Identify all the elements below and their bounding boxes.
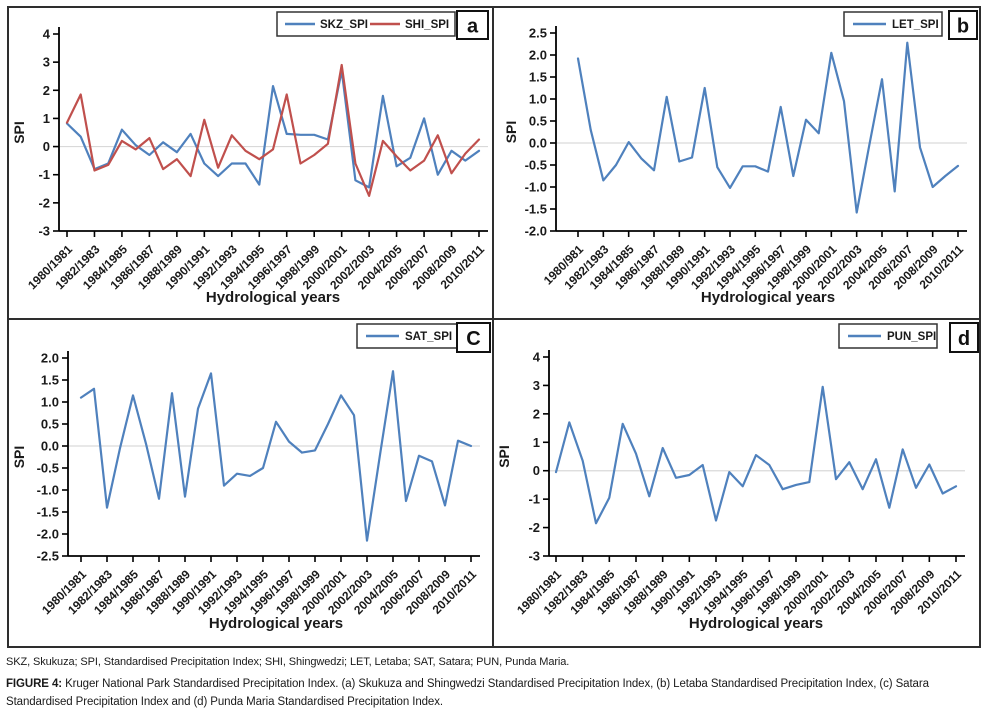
y-tick-label: 0 <box>533 463 540 478</box>
y-tick-label: -2 <box>528 520 540 535</box>
y-tick-label: -1.0 <box>37 483 59 498</box>
y-tick-label: 2.0 <box>41 351 59 366</box>
chart-svg: 43210-1-2-31980/19811982/19831984/198519… <box>11 10 489 306</box>
series-line-SAT_SPI <box>79 370 473 542</box>
y-tick-label: -2.5 <box>37 549 59 564</box>
y-tick-label: -1.5 <box>37 505 59 520</box>
y-tick-label: 0.5 <box>41 417 59 432</box>
y-tick-label: 1.5 <box>529 70 547 85</box>
y-tick-label: 2 <box>533 406 540 421</box>
panel-letter-box <box>949 322 979 353</box>
y-tick-label: 3 <box>533 378 540 393</box>
y-tick-label: -1 <box>528 492 540 507</box>
y-tick-label: -2 <box>38 195 50 210</box>
figure-number-label: FIGURE 4: <box>6 678 62 691</box>
legend-label: SKZ_SPI <box>320 19 368 31</box>
y-tick-label: 3 <box>43 55 50 70</box>
y-tick-label: 0.0 <box>529 136 547 151</box>
chart-svg: 2.52.01.51.00.50.0-0.5-1.0-1.5-2.01980/9… <box>503 10 978 306</box>
panel-b-chart: 2.5 2.0 1.5 1.0 0.5 0.0 -0.5 -1.0 -1.5 -2.0 1980/9… <box>494 8 979 320</box>
y-tick-label: -1.5 <box>525 202 547 217</box>
y-axis-title: SPI <box>11 446 27 469</box>
series-line-PUN_SPI <box>554 385 958 525</box>
caption-abbreviations: SKZ, Skukuza; SPI, Standardised Precipit… <box>6 656 570 668</box>
y-tick-label: 2.0 <box>529 48 547 63</box>
y-tick-label: 0.0 <box>41 439 59 454</box>
panel-letter: C <box>466 328 480 350</box>
y-tick-label: 2.5 <box>529 26 547 41</box>
panel-letter-box <box>948 10 978 40</box>
panel-letter: d <box>958 328 970 350</box>
y-tick-label: 1.0 <box>529 92 547 107</box>
y-tick-label: 4 <box>43 27 51 42</box>
y-tick-label: 1 <box>533 435 540 450</box>
y-axis-title: SPI <box>503 121 519 144</box>
y-tick-label: 0.5 <box>529 114 547 129</box>
series-line-SHI_SPI <box>65 63 481 197</box>
legend-label: SAT_SPI <box>405 331 452 343</box>
y-tick-label: 1.0 <box>41 395 59 410</box>
y-tick-label: 2 <box>43 83 50 98</box>
y-tick-label: 1.5 <box>41 373 59 388</box>
legend-label: LET_SPI <box>892 19 939 31</box>
y-tick-label: -0.5 <box>37 461 59 476</box>
y-axis-title: SPI <box>11 121 27 144</box>
series-line-SKZ_SPI <box>65 69 481 189</box>
y-tick-label: -3 <box>528 549 540 564</box>
x-axis-title: Hydrological years <box>206 289 340 306</box>
panel-d-chart: 4 3 2 1 0 -1 -2 -3 1980/1981 1982/1983 1984/1985 19… <box>494 320 979 646</box>
series-line-LET_SPI <box>576 41 960 214</box>
y-tick-label: 0 <box>43 139 50 154</box>
y-tick-label: -0.5 <box>525 158 547 173</box>
panel-letter-box <box>456 10 489 40</box>
x-axis-title: Hydrological years <box>701 289 835 306</box>
legend-label: SHI_SPI <box>405 19 449 31</box>
chart-svg: 43210-1-2-31980/19811982/19831984/198519… <box>496 322 979 632</box>
caption-text: FIGURE 4: Kruger National Park Standardi… <box>6 676 982 711</box>
panel-letter: a <box>467 16 479 38</box>
panel-c-chart: 2.0 1.5 1.0 0.5 0.0 -0.5 -1.0 -1.5 -2.0 -2.5 1980/… <box>9 320 494 646</box>
y-tick-label: 1 <box>43 111 50 126</box>
y-tick-label: 4 <box>533 350 541 365</box>
figure-description: Kruger National Park Standardised Precip… <box>6 678 929 708</box>
panel-a-chart: 4 3 2 1 0 -1 -2 -3 1980/1981 1982/1983 1984/1985 19… <box>9 8 494 320</box>
legend-label: PUN_SPI <box>887 331 936 343</box>
y-tick-label: -1.0 <box>525 180 547 195</box>
figure-panel-grid: 4 3 2 1 0 -1 -2 -3 1980/1981 1982/1983 1984/1985 19… <box>7 6 981 648</box>
y-tick-label: -3 <box>38 224 50 239</box>
y-tick-label: -2.0 <box>525 224 547 239</box>
panel-letter: b <box>957 16 969 38</box>
x-axis-title: Hydrological years <box>209 615 343 632</box>
y-axis-title: SPI <box>496 445 512 468</box>
panel-letter-box <box>456 322 491 353</box>
y-tick-label: -1 <box>38 167 50 182</box>
y-tick-label: -2.0 <box>37 527 59 542</box>
chart-svg: 2.01.51.00.50.0-0.5-1.0-1.5-2.0-2.51980/… <box>11 322 491 632</box>
x-axis-title: Hydrological years <box>689 615 823 632</box>
figure-caption: SKZ, Skukuza; SPI, Standardised Precipit… <box>6 655 982 711</box>
